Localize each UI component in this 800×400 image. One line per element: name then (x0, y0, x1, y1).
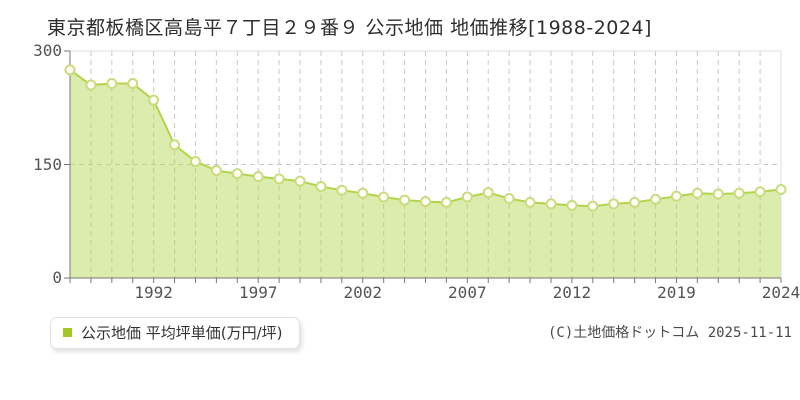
data-point-marker (440, 196, 452, 208)
data-point-marker (252, 171, 264, 183)
data-point-marker (189, 155, 201, 167)
data-point-marker (461, 191, 473, 203)
data-point-marker (482, 186, 494, 198)
data-point-marker (378, 191, 390, 203)
legend-swatch-icon (63, 328, 72, 337)
data-point-marker (524, 196, 536, 208)
legend-label: 公示地価 平均坪単価(万円/坪) (81, 324, 283, 342)
x-tick-label: 2019 (657, 283, 696, 302)
x-tick-label: 2007 (448, 283, 487, 302)
data-point-marker (733, 187, 745, 199)
data-point-marker (106, 78, 118, 90)
y-tick-label: 0 (52, 268, 62, 287)
x-tick-label: 2012 (552, 283, 592, 302)
data-point-marker (357, 187, 369, 199)
x-tick-label: 1997 (238, 283, 278, 302)
data-point-marker (210, 165, 222, 177)
legend: 公示地価 平均坪単価(万円/坪) (50, 317, 300, 349)
data-point-marker (566, 199, 578, 211)
copyright-text: (C)土地価格ドットコム 2025-11-11 (547, 325, 792, 341)
x-tick-label: 2024 (761, 283, 800, 302)
data-point-marker (127, 78, 139, 90)
data-point-marker (294, 175, 306, 187)
y-tick-label: 150 (33, 154, 62, 174)
data-point-marker (712, 188, 724, 200)
data-point-marker (754, 186, 766, 198)
x-tick-label: 2002 (343, 283, 383, 302)
data-point-marker (670, 190, 682, 202)
data-point-marker (629, 196, 641, 208)
chart-title: 東京都板橋区高島平７丁目２９番９ 公示地価 地価推移[1988-2024] (47, 17, 652, 39)
data-point-marker (64, 64, 76, 76)
data-point-marker (587, 200, 599, 212)
data-point-marker (336, 184, 348, 196)
data-point-marker (169, 139, 181, 151)
data-point-marker (420, 196, 431, 208)
data-point-marker (503, 193, 515, 205)
data-point-marker (775, 183, 787, 195)
data-point-marker (273, 173, 285, 185)
data-point-marker (399, 194, 411, 206)
x-tick-label: 1992 (134, 283, 173, 302)
data-point-marker (608, 198, 620, 210)
data-point-marker (231, 168, 243, 180)
data-point-marker (148, 94, 160, 106)
data-point-marker (650, 193, 662, 205)
data-point-marker (545, 198, 557, 210)
data-point-marker (691, 187, 703, 199)
data-point-marker (85, 79, 97, 91)
data-point-marker (315, 180, 327, 192)
y-tick-label: 300 (33, 41, 62, 60)
